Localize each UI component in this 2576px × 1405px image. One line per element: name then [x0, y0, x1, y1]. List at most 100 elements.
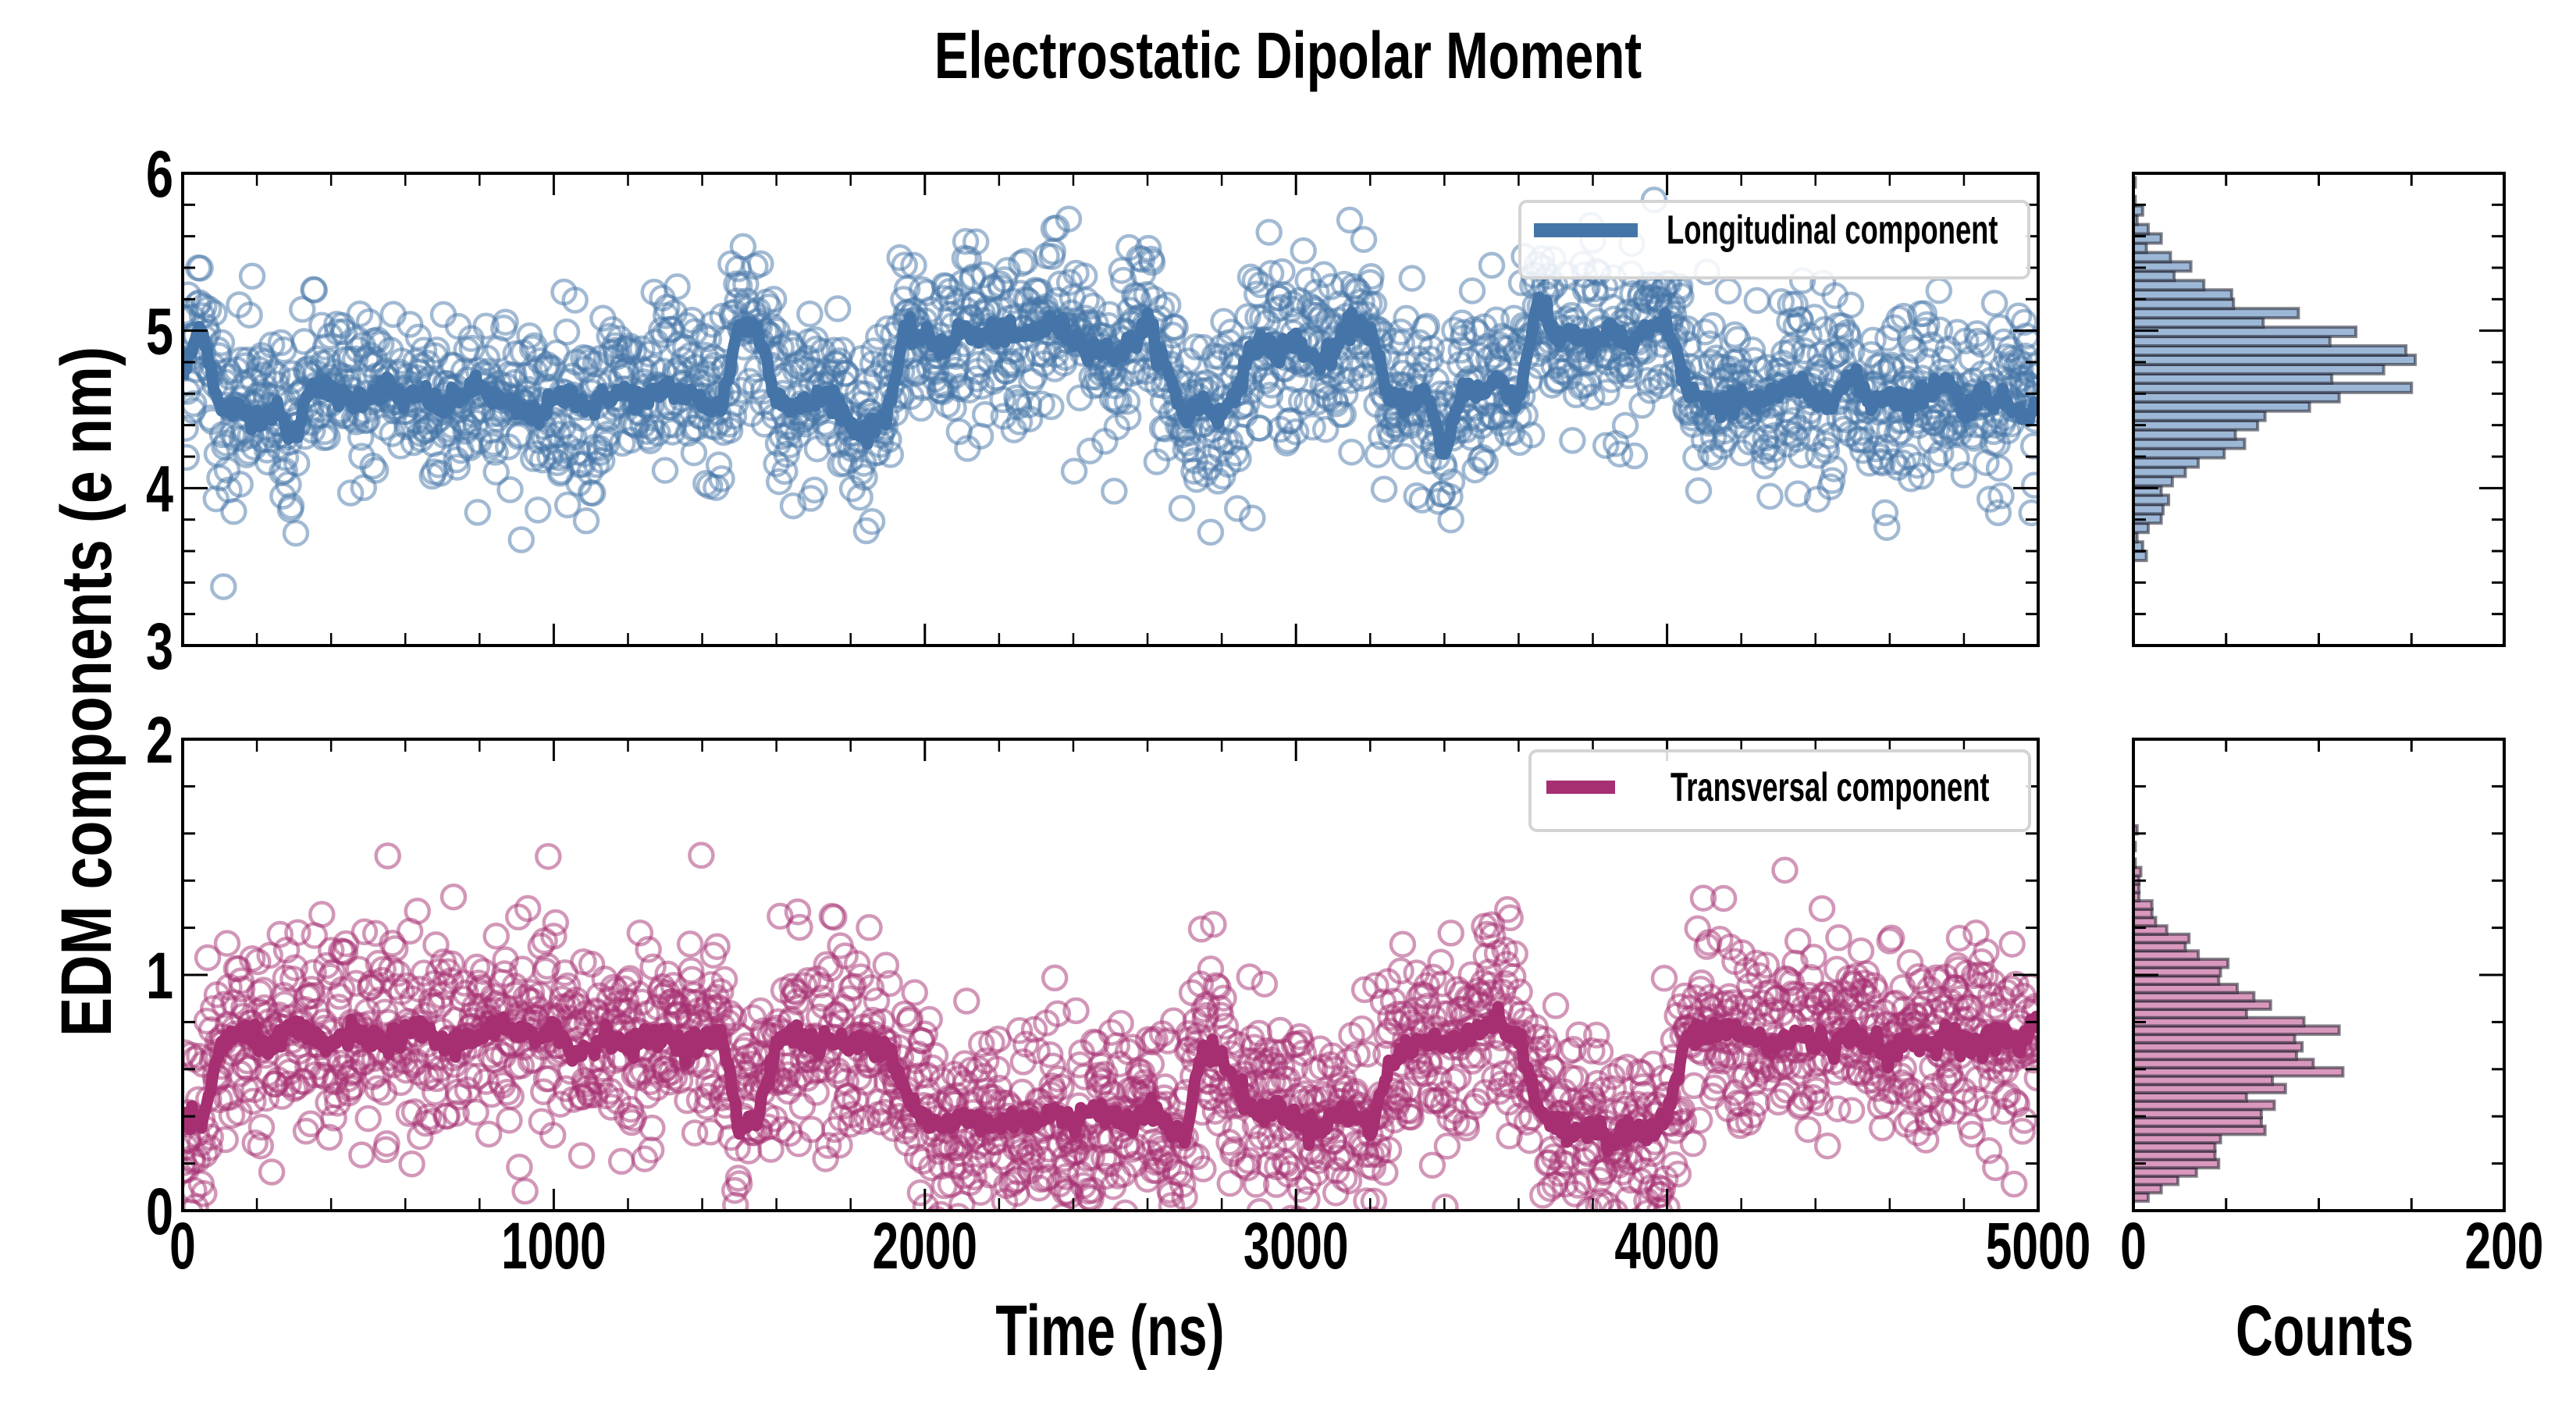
scatter-point — [422, 931, 450, 959]
scatter-point — [680, 439, 708, 467]
scatter-point — [1560, 1036, 1587, 1063]
scatter-point — [1580, 1090, 1607, 1118]
scatter-point — [1813, 1132, 1841, 1160]
legend-longitudinal: Longitudinal component — [1518, 200, 2030, 279]
scatter-point — [1808, 895, 1836, 923]
scatter-point — [565, 993, 592, 1021]
scatter-point — [1036, 1040, 1064, 1069]
scatter-point — [1268, 1053, 1296, 1080]
scatter-point — [1976, 486, 2004, 513]
scatter-point — [968, 372, 995, 400]
scatter-point — [1350, 976, 1379, 1004]
scatter-point — [2003, 1090, 2030, 1118]
scatter-point — [1398, 265, 1426, 292]
scatter-point — [1429, 1092, 1457, 1119]
x-tick-label: 2000 — [873, 1209, 978, 1282]
scatter-point — [553, 491, 582, 519]
scatter-point — [1478, 911, 1506, 938]
scatter-point — [1416, 1051, 1443, 1078]
scatter-point — [493, 1078, 521, 1106]
scatter-point — [464, 499, 492, 526]
scatter-point — [916, 1005, 943, 1033]
scatter-point — [1370, 475, 1398, 503]
scatter-point — [1391, 443, 1418, 471]
scatter-point — [1651, 1165, 1679, 1193]
scatter-point — [1171, 1183, 1198, 1211]
scatter-point — [1825, 924, 1852, 951]
scatter-point — [1589, 1076, 1617, 1104]
scatter-point — [212, 1126, 239, 1154]
scatter-point — [1329, 400, 1357, 429]
scatter-point — [651, 457, 679, 484]
scatter-point — [946, 1203, 971, 1211]
scatter-point — [1070, 262, 1098, 290]
chart-title: Electrostatic Dipolar Moment — [934, 19, 1642, 92]
y-tick-label: 4 — [146, 453, 173, 526]
hist-x-axis-label: Counts — [2236, 1289, 2414, 1370]
scatter-point — [1239, 504, 1266, 532]
scatter-point — [1418, 335, 1445, 362]
scatter-point — [635, 936, 662, 963]
scatter-point — [1818, 467, 1846, 494]
scatter-point — [681, 1119, 709, 1147]
scatter-point — [656, 1068, 684, 1096]
scatter-point — [514, 895, 542, 923]
scatter-point — [1048, 1073, 1075, 1101]
scatter-point — [1973, 938, 2000, 966]
scatter-point — [1784, 927, 1812, 955]
scatter-point — [698, 355, 725, 383]
scatter-point — [911, 1020, 939, 1048]
scatter-point — [1664, 1160, 1692, 1188]
scatter-point — [650, 321, 678, 349]
scatter-point — [315, 1123, 343, 1151]
scatter-point — [1256, 382, 1284, 409]
scatter-point — [1418, 1151, 1446, 1179]
scatter-point — [1290, 237, 1317, 265]
scatter-point — [1016, 1138, 1044, 1166]
legend-swatch-transversal — [1546, 781, 1615, 794]
scatter-point — [374, 842, 401, 870]
scatter-point — [330, 318, 358, 346]
scatter-point — [1206, 343, 1233, 371]
scatter-point — [1251, 970, 1279, 998]
scatter-point — [1101, 478, 1128, 505]
scatter-point — [289, 296, 316, 323]
scatter-point — [1756, 482, 1784, 510]
plot-frame — [181, 172, 2040, 647]
scatter-point — [1098, 1019, 1125, 1046]
scatter-point — [1197, 518, 1225, 546]
scatter-point — [415, 1103, 443, 1131]
scatter-point — [361, 457, 390, 484]
scatter-point — [1496, 904, 1524, 932]
x-axis-label: Time (ns) — [995, 1289, 1224, 1370]
scatter-point — [1927, 439, 1955, 467]
scatter-point — [1444, 1063, 1472, 1091]
scatter-point — [1158, 1192, 1186, 1211]
scatter-point — [989, 386, 1016, 414]
scatter-point — [1375, 1136, 1403, 1164]
scatter-point — [953, 987, 980, 1015]
scatter-point — [1950, 461, 1978, 489]
scatter-point — [783, 988, 811, 1016]
scatter-point — [1437, 506, 1464, 534]
scatter-point — [282, 519, 310, 547]
scatter-point — [1897, 465, 1925, 493]
scatter-point — [553, 972, 582, 1000]
scatter-point — [472, 312, 500, 340]
scatter-point — [1257, 259, 1285, 287]
scatter-point — [462, 1098, 489, 1126]
scatter-point — [936, 1086, 964, 1114]
scatter-point — [211, 991, 238, 1019]
scatter-point — [497, 1083, 525, 1110]
scatter-point — [336, 479, 365, 507]
scatter-point — [616, 965, 644, 992]
scatter-point — [1389, 930, 1417, 958]
scatter-point — [258, 1158, 286, 1186]
scatter-point — [301, 276, 329, 304]
scatter-point — [1438, 468, 1466, 496]
scatter-point — [1783, 425, 1811, 453]
scatter-point — [1107, 1208, 1125, 1211]
scatter-point — [1191, 460, 1219, 488]
scatter-point — [398, 1150, 425, 1178]
scatter-point — [1439, 1067, 1468, 1094]
